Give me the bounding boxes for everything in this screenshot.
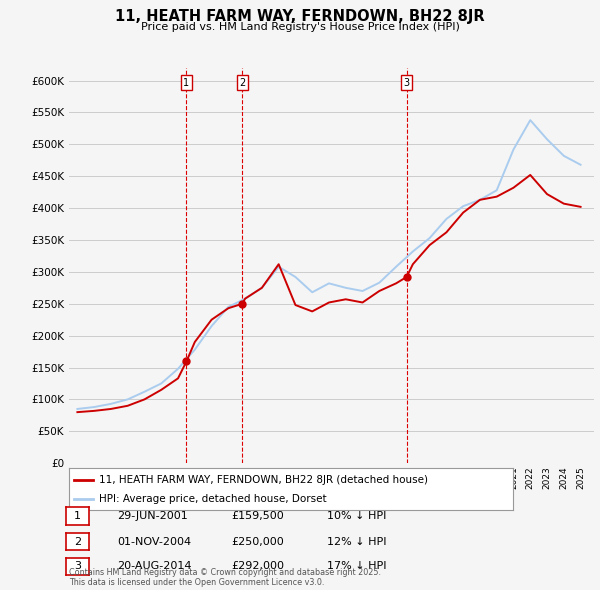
Text: 1: 1: [184, 78, 190, 88]
Text: 3: 3: [404, 78, 410, 88]
Text: Contains HM Land Registry data © Crown copyright and database right 2025.
This d: Contains HM Land Registry data © Crown c…: [69, 568, 381, 587]
Text: 29-JUN-2001: 29-JUN-2001: [117, 512, 188, 521]
Text: 01-NOV-2004: 01-NOV-2004: [117, 537, 191, 546]
Text: 20-AUG-2014: 20-AUG-2014: [117, 562, 191, 571]
Text: 11, HEATH FARM WAY, FERNDOWN, BH22 8JR (detached house): 11, HEATH FARM WAY, FERNDOWN, BH22 8JR (…: [99, 475, 428, 485]
Text: 10% ↓ HPI: 10% ↓ HPI: [327, 512, 386, 521]
Text: 11, HEATH FARM WAY, FERNDOWN, BH22 8JR: 11, HEATH FARM WAY, FERNDOWN, BH22 8JR: [115, 9, 485, 24]
Text: 2: 2: [74, 537, 81, 546]
Text: £292,000: £292,000: [231, 562, 284, 571]
Text: £250,000: £250,000: [231, 537, 284, 546]
Text: 17% ↓ HPI: 17% ↓ HPI: [327, 562, 386, 571]
Text: 12% ↓ HPI: 12% ↓ HPI: [327, 537, 386, 546]
Text: 1: 1: [74, 512, 81, 521]
Text: £159,500: £159,500: [231, 512, 284, 521]
Text: Price paid vs. HM Land Registry's House Price Index (HPI): Price paid vs. HM Land Registry's House …: [140, 22, 460, 32]
Text: HPI: Average price, detached house, Dorset: HPI: Average price, detached house, Dors…: [99, 494, 327, 504]
Text: 2: 2: [239, 78, 245, 88]
Text: 3: 3: [74, 562, 81, 571]
